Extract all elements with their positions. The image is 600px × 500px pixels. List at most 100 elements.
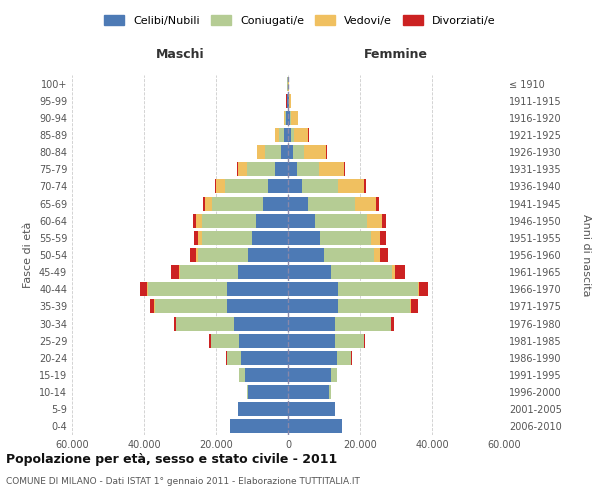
Bar xyxy=(288,385,329,399)
Bar xyxy=(257,145,265,159)
Bar xyxy=(256,214,288,228)
Bar xyxy=(265,145,281,159)
Bar xyxy=(203,196,205,210)
Bar xyxy=(320,231,371,245)
Bar xyxy=(418,282,419,296)
Bar xyxy=(227,282,288,296)
Bar xyxy=(290,111,298,125)
Bar xyxy=(288,282,338,296)
Bar xyxy=(288,128,291,142)
Bar xyxy=(284,128,288,142)
Bar xyxy=(338,180,364,194)
Bar xyxy=(382,214,386,228)
Bar xyxy=(247,385,248,399)
Bar xyxy=(150,300,154,314)
Bar xyxy=(225,180,268,194)
Bar xyxy=(174,316,176,330)
Bar xyxy=(288,196,308,210)
Bar xyxy=(155,300,227,314)
Bar xyxy=(288,94,289,108)
Bar xyxy=(248,385,288,399)
Bar xyxy=(288,231,320,245)
Bar xyxy=(194,231,198,245)
Bar xyxy=(288,111,290,125)
Bar xyxy=(411,300,418,314)
Bar xyxy=(291,128,294,142)
Bar xyxy=(288,180,302,194)
Bar xyxy=(205,196,212,210)
Bar xyxy=(209,334,211,347)
Bar xyxy=(288,368,331,382)
Bar xyxy=(148,282,227,296)
Bar xyxy=(288,265,331,279)
Bar xyxy=(238,402,288,416)
Bar xyxy=(211,334,239,347)
Bar xyxy=(376,196,379,210)
Bar xyxy=(275,162,288,176)
Bar xyxy=(281,145,288,159)
Bar xyxy=(315,214,367,228)
Bar xyxy=(179,265,180,279)
Bar xyxy=(279,128,284,142)
Bar xyxy=(234,316,288,330)
Bar xyxy=(419,282,428,296)
Bar xyxy=(297,162,319,176)
Bar xyxy=(380,248,388,262)
Bar xyxy=(202,214,256,228)
Bar xyxy=(338,300,410,314)
Bar xyxy=(263,196,288,210)
Bar xyxy=(294,128,308,142)
Bar xyxy=(239,368,245,382)
Bar xyxy=(239,334,288,347)
Bar xyxy=(193,214,196,228)
Bar xyxy=(391,316,394,330)
Bar xyxy=(176,316,234,330)
Bar xyxy=(288,300,338,314)
Bar xyxy=(335,334,364,347)
Bar xyxy=(248,248,288,262)
Bar xyxy=(288,402,335,416)
Bar xyxy=(172,265,179,279)
Bar xyxy=(374,248,380,262)
Bar xyxy=(227,300,288,314)
Bar xyxy=(196,248,198,262)
Bar xyxy=(367,214,382,228)
Bar xyxy=(147,282,148,296)
Bar xyxy=(241,351,288,365)
Bar xyxy=(371,231,380,245)
Bar xyxy=(355,196,376,210)
Y-axis label: Fasce di età: Fasce di età xyxy=(23,222,33,288)
Text: Popolazione per età, sesso e stato civile - 2011: Popolazione per età, sesso e stato civil… xyxy=(6,452,337,466)
Bar xyxy=(236,162,238,176)
Bar xyxy=(287,94,288,108)
Bar xyxy=(308,196,355,210)
Bar xyxy=(288,248,324,262)
Bar xyxy=(337,351,351,365)
Legend: Celibi/Nubili, Coniugati/e, Vedovi/e, Divorziati/e: Celibi/Nubili, Coniugati/e, Vedovi/e, Di… xyxy=(100,10,500,30)
Text: COMUNE DI MILANO - Dati ISTAT 1° gennaio 2011 - Elaborazione TUTTITALIA.IT: COMUNE DI MILANO - Dati ISTAT 1° gennaio… xyxy=(6,478,360,486)
Bar xyxy=(293,145,304,159)
Bar xyxy=(230,420,288,434)
Bar xyxy=(331,265,392,279)
Bar xyxy=(288,351,337,365)
Bar xyxy=(284,111,285,125)
Bar xyxy=(227,351,241,365)
Bar xyxy=(198,231,202,245)
Bar xyxy=(289,94,291,108)
Bar xyxy=(302,180,338,194)
Bar xyxy=(198,248,248,262)
Bar xyxy=(252,231,288,245)
Bar xyxy=(324,248,374,262)
Bar xyxy=(285,111,286,125)
Bar xyxy=(319,162,344,176)
Bar xyxy=(338,282,418,296)
Bar xyxy=(392,265,395,279)
Bar xyxy=(216,180,225,194)
Bar xyxy=(286,111,288,125)
Bar xyxy=(410,300,411,314)
Bar xyxy=(275,128,279,142)
Bar xyxy=(335,316,391,330)
Bar xyxy=(212,196,263,210)
Bar xyxy=(329,385,331,399)
Bar xyxy=(288,162,297,176)
